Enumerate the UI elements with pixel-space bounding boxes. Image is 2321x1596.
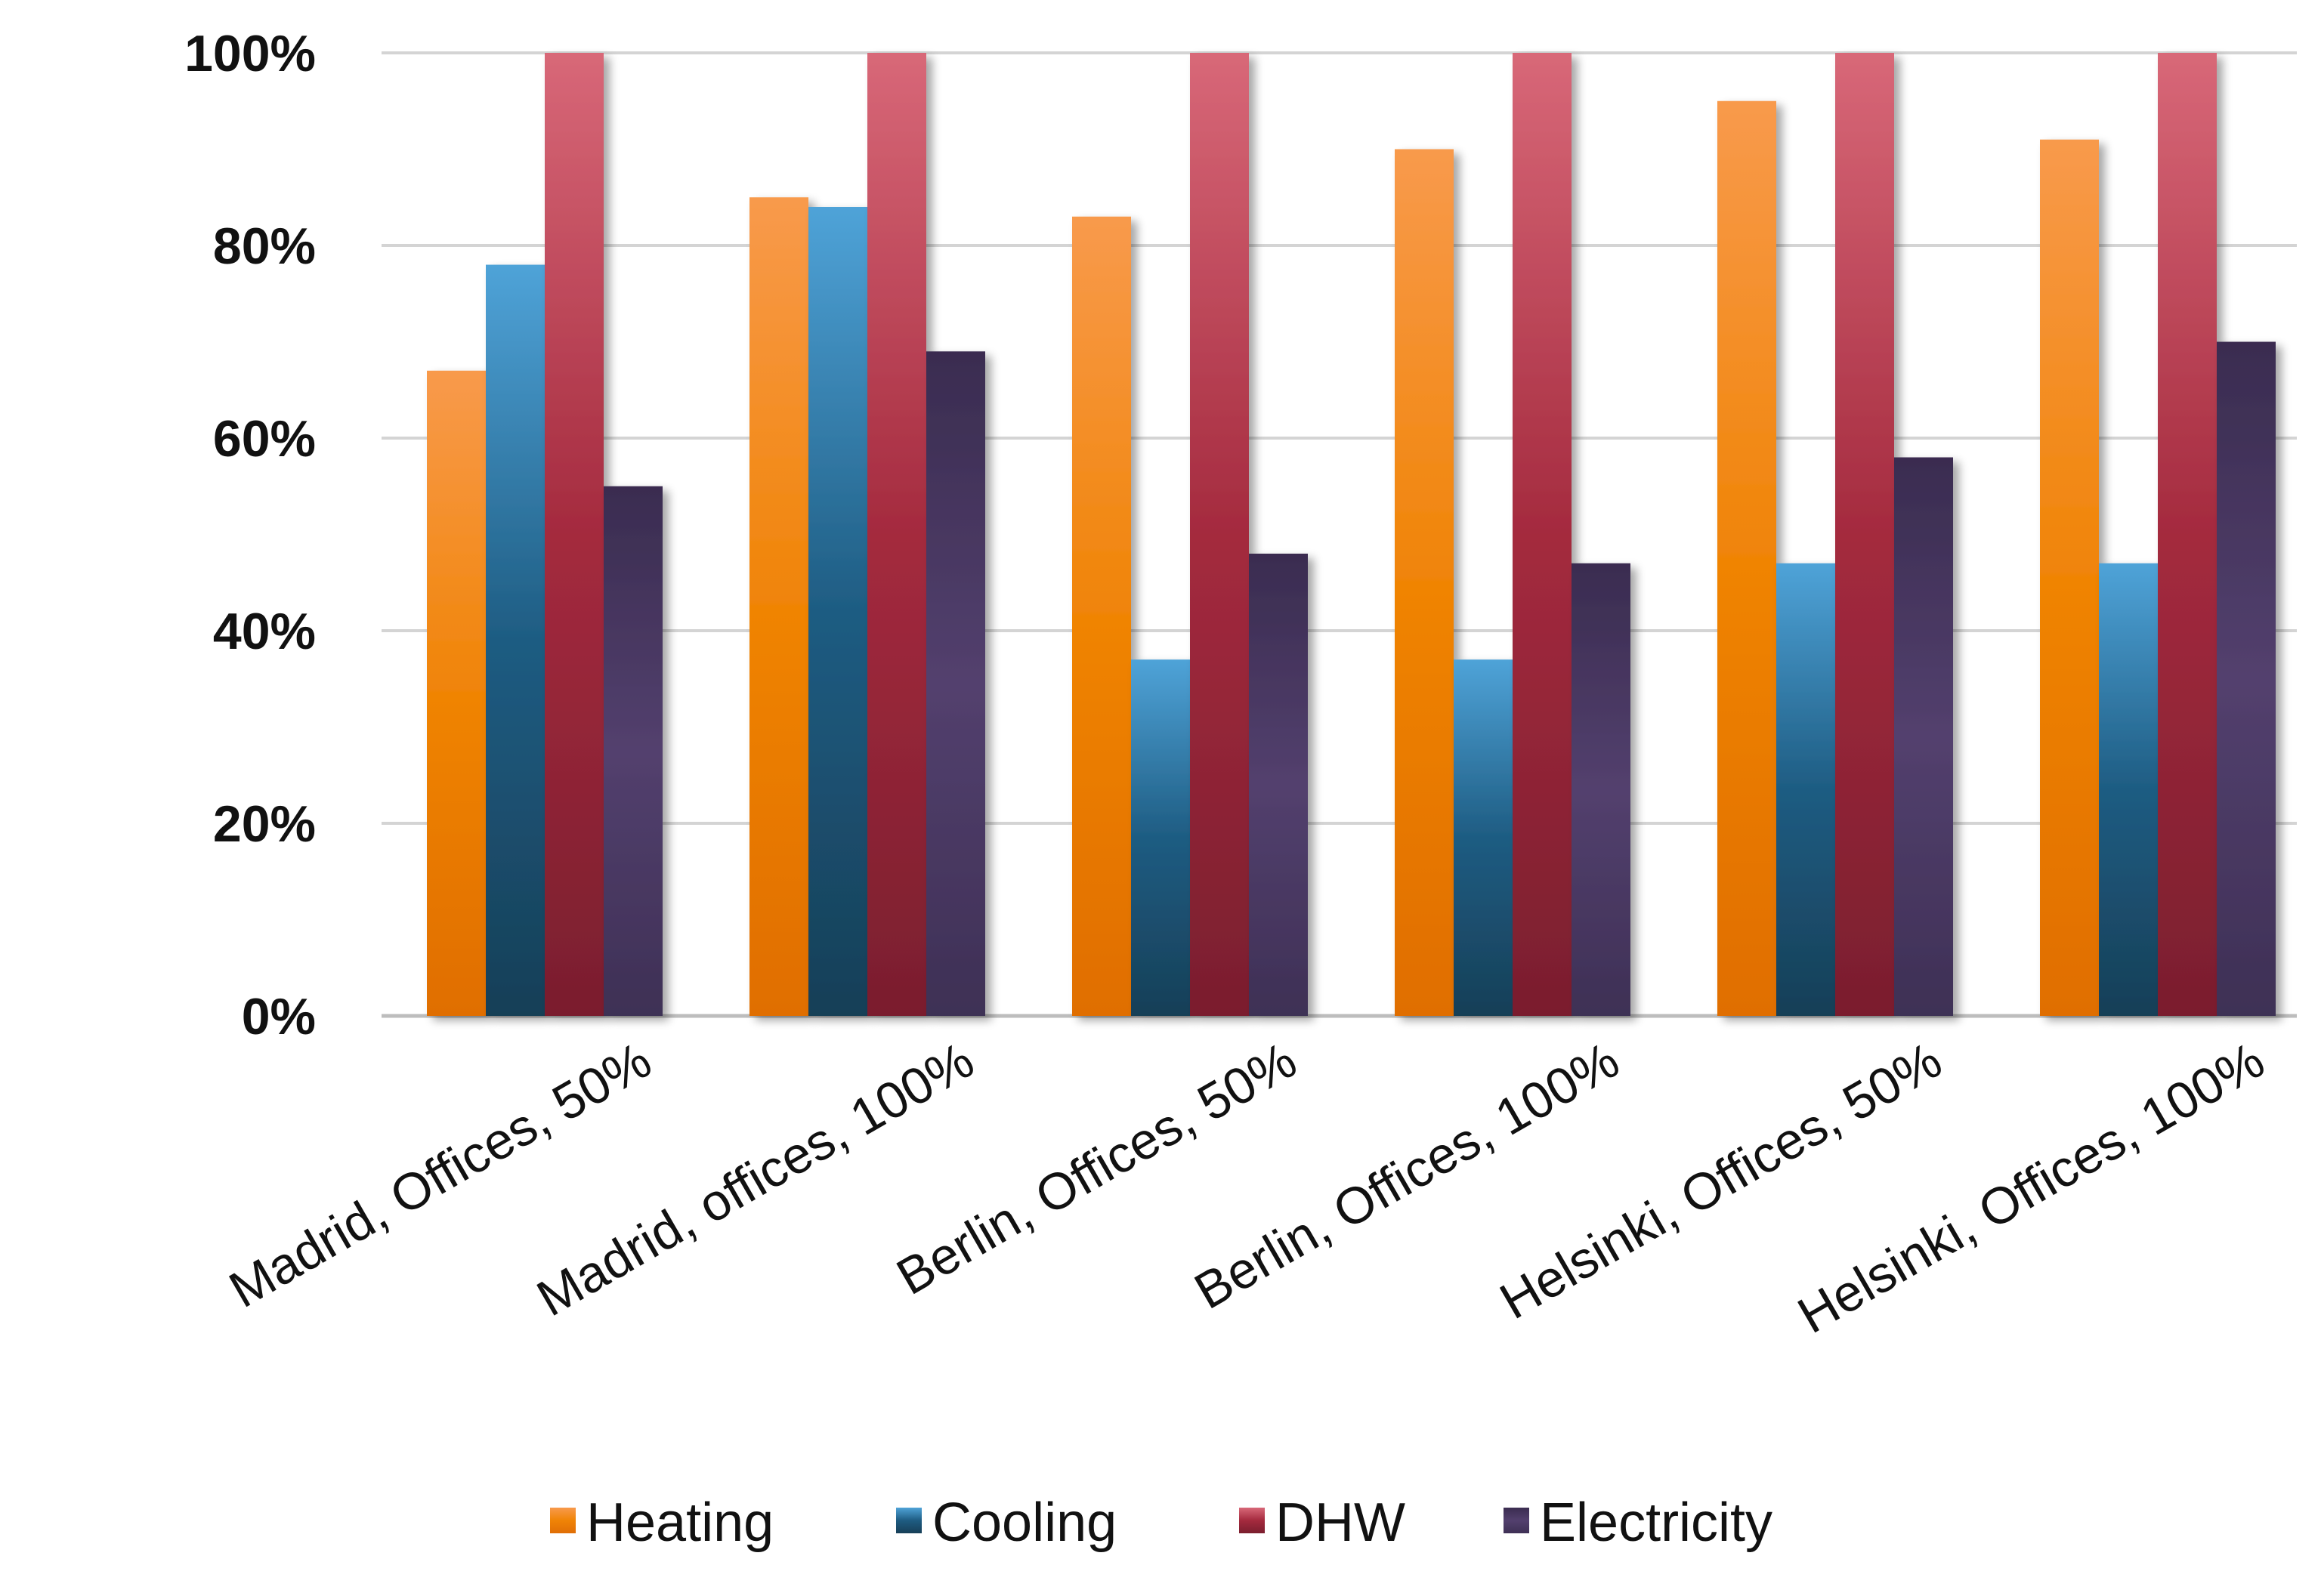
bars xyxy=(427,53,2276,1016)
bar-dhw-0 xyxy=(545,53,604,1016)
bar-electricity-5 xyxy=(2217,341,2276,1016)
legend-label-electricity: Electricity xyxy=(1540,1493,1772,1553)
y-tick-label: 100% xyxy=(184,25,316,82)
bar-cooling-5 xyxy=(2099,563,2158,1016)
y-tick-label: 80% xyxy=(213,218,316,275)
gridlines xyxy=(382,51,2297,1018)
bar-cooling-3 xyxy=(1454,659,1513,1016)
y-tick-label: 20% xyxy=(213,795,316,853)
legend-label-cooling: Cooling xyxy=(932,1493,1117,1553)
bar-heating-3 xyxy=(1395,149,1454,1016)
bar-heating-2 xyxy=(1072,216,1131,1016)
bar-cooling-0 xyxy=(486,264,545,1016)
bar-dhw-1 xyxy=(867,53,926,1016)
y-tick-label: 60% xyxy=(213,410,316,468)
legend-label-heating: Heating xyxy=(586,1493,774,1553)
bar-electricity-1 xyxy=(926,351,985,1016)
legend-swatch-heating xyxy=(550,1508,576,1533)
bar-heating-1 xyxy=(749,197,808,1016)
y-tick-label: 0% xyxy=(242,988,316,1045)
legend-label-dhw: DHW xyxy=(1275,1493,1405,1553)
bar-electricity-2 xyxy=(1249,554,1308,1016)
bar-electricity-0 xyxy=(604,486,663,1016)
legend-swatch-dhw xyxy=(1239,1508,1265,1533)
bar-dhw-2 xyxy=(1190,53,1249,1016)
bar-dhw-3 xyxy=(1513,53,1572,1016)
bar-dhw-5 xyxy=(2158,53,2217,1016)
bar-heating-5 xyxy=(2040,139,2099,1016)
legend: Heating Cooling DHW Electricity xyxy=(550,1493,1772,1553)
legend-swatch-electricity xyxy=(1504,1508,1529,1533)
bar-electricity-3 xyxy=(1572,563,1630,1016)
bar-dhw-4 xyxy=(1835,53,1894,1016)
bar-electricity-4 xyxy=(1894,457,1953,1016)
bar-heating-4 xyxy=(1717,100,1776,1016)
bar-cooling-4 xyxy=(1776,563,1835,1016)
bar-cooling-2 xyxy=(1131,659,1190,1016)
bar-cooling-1 xyxy=(808,207,867,1016)
y-tick-label: 40% xyxy=(213,603,316,660)
bar-heating-0 xyxy=(427,370,486,1016)
legend-swatch-cooling xyxy=(896,1508,922,1533)
